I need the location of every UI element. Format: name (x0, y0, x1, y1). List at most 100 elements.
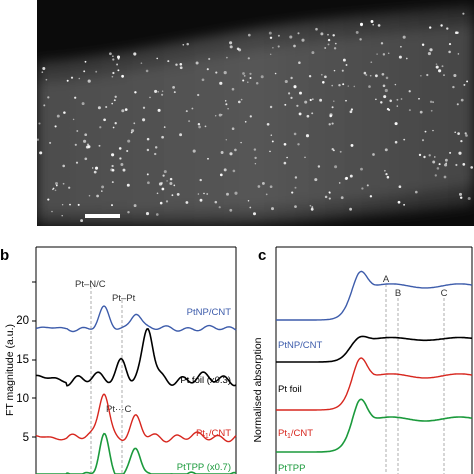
peak-label-pt-pt: Pt–Pt (112, 293, 136, 304)
atom-dot (182, 43, 185, 46)
atom-dot (252, 212, 257, 216)
atom-dot (130, 131, 133, 134)
atom-dot (161, 90, 164, 93)
atom-dot (234, 148, 237, 152)
atom-dot (113, 99, 116, 102)
atom-dot (147, 181, 150, 185)
atom-dot (383, 169, 386, 172)
atom-dot (327, 43, 330, 46)
atom-dot (161, 187, 165, 191)
panel-b-ylabel: FT magnitude (a.u.) (4, 324, 16, 416)
atom-dot (206, 68, 209, 71)
atom-dot (74, 143, 77, 146)
atom-dot (394, 83, 397, 86)
atom-dot (197, 122, 201, 126)
atom-dot (438, 163, 441, 166)
atom-dot (328, 191, 331, 194)
atom-dot (257, 185, 261, 188)
atom-dot (169, 181, 173, 186)
atom-dot (270, 134, 273, 136)
atom-dot (54, 189, 57, 192)
atom-dot (66, 79, 69, 82)
atom-dot (253, 148, 257, 151)
atom-dot (199, 198, 203, 202)
atom-dot (345, 64, 348, 66)
atom-dot (223, 71, 227, 75)
atom-dot (265, 193, 268, 196)
atom-dot (70, 76, 74, 79)
atom-dot (175, 63, 178, 66)
atom-dot (114, 95, 117, 98)
atom-dot (75, 161, 79, 164)
atom-dot (83, 139, 87, 143)
atom-dot (77, 203, 80, 206)
nanotube-core (37, 24, 474, 214)
atom-dot (290, 76, 293, 80)
atom-dot (83, 70, 86, 73)
atom-dot (91, 167, 94, 169)
atom-dot (61, 203, 64, 206)
atom-dot (271, 140, 274, 143)
atom-dot (203, 192, 205, 195)
atom-dot (169, 177, 173, 181)
atom-dot (377, 24, 381, 27)
atom-dot (440, 24, 443, 27)
atom-dot (324, 47, 327, 49)
atom-dot (445, 158, 448, 162)
panel-c-chart: Normalised absorption A B C PtNP/CNT Pt … (252, 246, 473, 474)
atom-dot (56, 114, 60, 118)
atom-dot (459, 196, 463, 199)
atom-dot (448, 50, 451, 54)
scale-bar (85, 214, 120, 218)
peak-label-pt-nc: Pt–N/C (75, 279, 106, 290)
atom-dot (370, 61, 373, 64)
atom-dot (424, 130, 427, 133)
atom-dot (112, 55, 114, 57)
atom-dot (382, 53, 386, 56)
atom-dot (359, 38, 362, 41)
atom-dot (449, 151, 452, 154)
atom-dot (308, 75, 312, 78)
atom-dot (429, 48, 433, 52)
atom-dot (95, 70, 98, 73)
atom-dot (225, 139, 228, 141)
atom-dot (428, 154, 431, 157)
atom-dot (304, 156, 306, 159)
atom-dot (84, 60, 87, 63)
atom-dot (385, 76, 389, 80)
atom-dot (76, 130, 79, 132)
atom-dot (324, 195, 328, 199)
series-label-pttpp: PtTPP (x0.7) (177, 462, 231, 473)
panel-b-ytick-label: 5 (23, 432, 29, 444)
atom-dot (47, 198, 50, 201)
atom-dot (455, 163, 458, 167)
atom-dot (268, 31, 272, 35)
atom-dot (96, 166, 98, 169)
single-atom-dots (37, 12, 474, 223)
atom-dot (339, 150, 342, 153)
atom-dot (84, 133, 88, 137)
atom-dot (328, 123, 331, 126)
atom-dot (98, 144, 101, 147)
atom-dot (293, 132, 297, 136)
atom-dot (84, 157, 88, 161)
atom-dot (55, 184, 58, 187)
atom-dot (333, 69, 336, 72)
atom-dot (179, 66, 183, 70)
atom-dot (382, 84, 386, 88)
atom-dot (458, 151, 462, 155)
atom-dot (173, 91, 176, 94)
atom-dot (438, 69, 442, 73)
atom-dot (342, 58, 346, 62)
atom-dot (116, 55, 121, 59)
atom-dot (288, 92, 291, 95)
atom-dot (223, 168, 227, 172)
atom-dot (229, 41, 233, 45)
atom-dot (218, 206, 221, 209)
atom-dot (349, 207, 353, 211)
atom-dot (195, 61, 199, 65)
atom-dot (165, 200, 169, 203)
atom-dot (176, 193, 180, 196)
atom-dot (365, 74, 368, 76)
atom-dot (201, 78, 205, 82)
